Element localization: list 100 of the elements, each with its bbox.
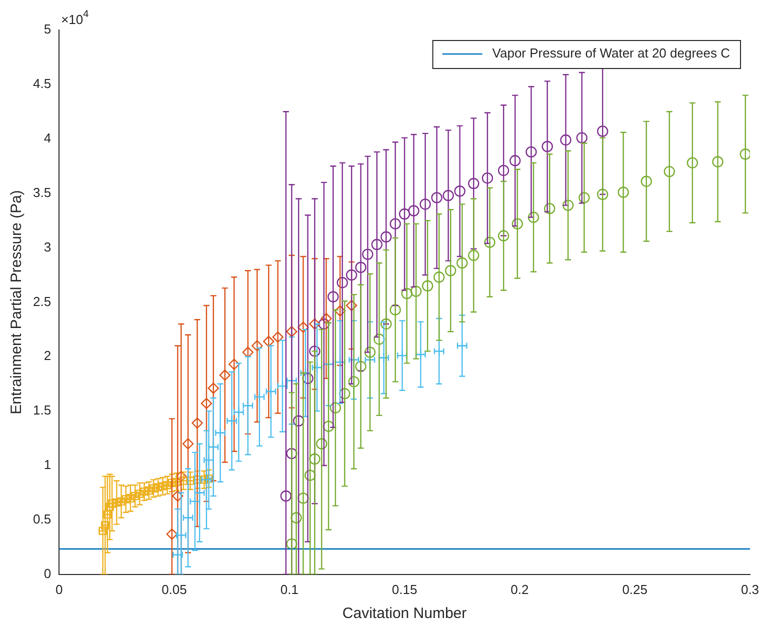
point [154, 483, 162, 492]
point [433, 272, 445, 283]
y-axis-title: Entrainment Partial Pressure (Pa) [8, 190, 26, 414]
point [263, 336, 274, 347]
point [380, 318, 392, 330]
point [322, 420, 334, 432]
point [228, 358, 240, 370]
point [204, 474, 213, 483]
point [468, 178, 480, 190]
point [168, 478, 176, 488]
y-tick-label: 4.5 [32, 76, 52, 92]
point [560, 134, 572, 146]
point [348, 376, 360, 388]
point [328, 291, 339, 302]
point [292, 415, 304, 426]
point [117, 497, 126, 506]
point [192, 417, 203, 429]
point [374, 334, 385, 345]
point [371, 238, 382, 250]
point [309, 318, 320, 330]
point [544, 202, 556, 214]
point [390, 218, 401, 230]
point [454, 186, 466, 197]
point [422, 280, 434, 292]
point [290, 512, 302, 524]
y-tick-label: 0 [44, 566, 52, 581]
point [172, 478, 181, 486]
point [149, 484, 158, 493]
point [298, 492, 309, 504]
point [208, 382, 219, 394]
legend-label: Vapor Pressure of Water at 20 degrees C [492, 46, 730, 61]
point [182, 438, 194, 450]
point [468, 250, 480, 261]
point [334, 305, 346, 317]
point [445, 265, 456, 276]
point [280, 490, 292, 502]
x-tick-label: 0.15 [392, 582, 418, 597]
point [712, 156, 724, 168]
point [316, 438, 328, 450]
y-tick-label: 2.5 [32, 294, 52, 309]
point [200, 398, 212, 410]
point [336, 277, 348, 288]
point [304, 470, 316, 481]
point [528, 212, 540, 223]
point [542, 140, 553, 152]
y-tick-label: 3 [44, 239, 52, 254]
point [380, 231, 392, 242]
point [442, 190, 454, 202]
point [108, 499, 116, 508]
point [498, 230, 510, 242]
point [362, 248, 374, 260]
point [309, 346, 320, 357]
point [597, 188, 608, 200]
point [272, 331, 284, 343]
point [562, 200, 574, 211]
point [330, 402, 342, 414]
point [320, 312, 332, 324]
point [364, 346, 376, 358]
point [163, 480, 172, 490]
point [390, 304, 401, 316]
y-tick-label: 0.5 [32, 512, 52, 527]
point [112, 498, 121, 507]
point [140, 488, 148, 496]
point [136, 490, 144, 498]
point [509, 155, 521, 166]
point [346, 269, 358, 281]
point [355, 360, 366, 372]
x-tick-label: 0.3 [740, 582, 760, 597]
y-tick-label: 3.5 [32, 184, 52, 200]
point [618, 186, 629, 198]
x-tick-label: 0.2 [510, 582, 529, 597]
x-tick-label: 0.25 [622, 582, 648, 597]
point [482, 172, 494, 184]
point [252, 340, 263, 352]
point [286, 448, 298, 460]
point [640, 176, 652, 187]
point [318, 318, 330, 330]
x-tick-label: 0.1 [280, 582, 298, 597]
point [498, 164, 510, 176]
point [298, 322, 309, 333]
point [302, 372, 314, 384]
point [576, 132, 588, 144]
point [512, 218, 523, 230]
point [242, 346, 254, 358]
point [286, 538, 298, 550]
x-tick-label: 0.05 [162, 582, 187, 597]
point [410, 286, 422, 297]
point [158, 482, 167, 490]
point [456, 257, 468, 269]
point [309, 453, 320, 465]
point [740, 148, 750, 160]
y-tick-label: 1 [44, 457, 52, 472]
point [144, 486, 154, 495]
x-axis-title: Cavitation Number [342, 605, 467, 622]
y-tick-label: 2 [44, 348, 52, 364]
point [578, 192, 590, 204]
point [286, 326, 298, 338]
point [686, 157, 698, 168]
point [122, 495, 130, 504]
point [346, 300, 358, 312]
